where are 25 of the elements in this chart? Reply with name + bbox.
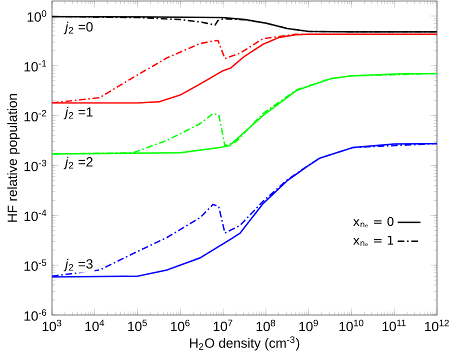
legend-label: x$_{nₑ}$ = 0 <box>353 216 394 228</box>
x-tick-label: 10$^{5}$ <box>128 320 147 332</box>
x-tick-label: 10$^{9}$ <box>299 320 318 332</box>
legend-label: x$_{nₑ}$ = 1 <box>353 236 394 246</box>
y-tick-label: 10$^{-5}$ <box>24 259 46 271</box>
y-tick-label: 10$^{-3}$ <box>24 160 46 172</box>
y-tick-label: 10$^{-4}$ <box>24 210 46 222</box>
x-tick-label: 10$^{3}$ <box>42 320 62 332</box>
x-tick-label: 10$^{12}$ <box>425 320 449 332</box>
y-tick-label: 10$^{0}$ <box>28 10 46 22</box>
annotation: j$_{2}$ =2 <box>64 156 93 170</box>
x-tick-label: 10$^{7}$ <box>214 320 232 332</box>
x-tick-label: 10$^{6}$ <box>171 320 190 332</box>
annotation: j$_{2}$ =3 <box>64 258 93 272</box>
x-axis-title: H$_{2}$O density (cm$^{-3}$) <box>190 336 300 350</box>
x-tick-label: 10$^{11}$ <box>382 320 406 332</box>
y-axis-title: HF relative population <box>7 94 20 222</box>
x-tick-label: 10$^{8}$ <box>256 320 276 332</box>
annotation: j$_{2}$ =0 <box>64 22 93 34</box>
y-tick-label: 10$^{-2}$ <box>24 110 46 122</box>
x-tick-label: 10$^{10}$ <box>340 320 364 332</box>
annotation: j$_{2}$ =1 <box>64 106 93 120</box>
y-tick-label: 10$^{-1}$ <box>24 60 46 72</box>
y-tick-label: 10$^{-6}$ <box>24 309 46 321</box>
x-tick-label: 10$^{4}$ <box>85 320 104 332</box>
